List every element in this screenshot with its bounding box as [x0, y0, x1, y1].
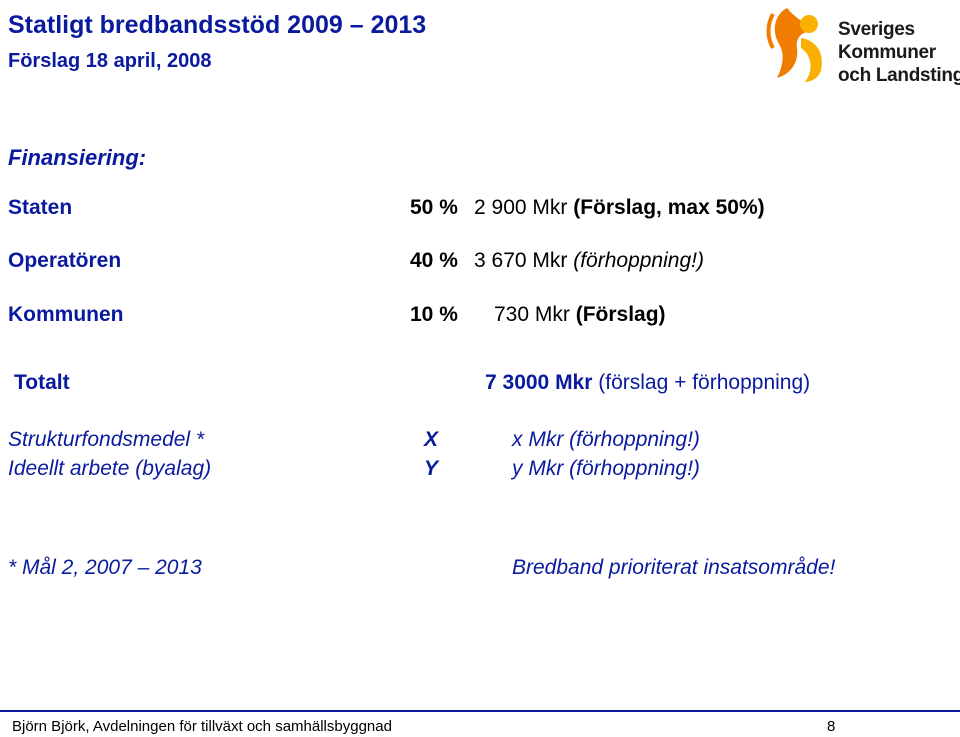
extra-variable-x: X	[424, 428, 439, 451]
sveriges-kommuner-och-landsting-logo	[765, 4, 835, 84]
financing-heading: Finansiering:	[8, 145, 147, 170]
logo-figure-icon	[766, 8, 822, 82]
total-amount: 7 3000 Mkr (förslag + förhoppning)	[485, 371, 810, 395]
row-label-operatoren: Operatören	[8, 249, 122, 272]
amount-note: (förhoppning!)	[573, 249, 704, 272]
amount-value: 2 900 Mkr	[474, 196, 568, 219]
row-label-staten: Staten	[8, 196, 73, 219]
page-number: 8	[827, 718, 836, 735]
row-amount-kommunen: 730 Mkr (Förslag)	[494, 303, 666, 327]
slide-subtitle: Förslag 18 april, 2008	[8, 50, 212, 72]
logo-line: Sveriges	[838, 19, 915, 40]
amount-note: (Förslag)	[575, 303, 666, 326]
extra-text-x: x Mkr (förhoppning!)	[512, 428, 700, 451]
total-label: Totalt	[14, 371, 70, 394]
row-amount-staten: 2 900 Mkr (Förslag, max 50%)	[474, 196, 765, 220]
row-percent-kommunen: 10 %	[410, 303, 458, 326]
logo-line: Kommuner	[838, 42, 936, 63]
amount-value: 3 670 Mkr	[474, 249, 568, 272]
total-value: 7 3000 Mkr	[485, 371, 593, 394]
row-amount-operatoren: 3 670 Mkr (förhoppning!)	[474, 249, 704, 273]
footnote-mal2: * Mål 2, 2007 – 2013	[8, 556, 202, 579]
footer-author: Björn Björk, Avdelningen för tillväxt oc…	[12, 718, 392, 735]
extra-text-y: y Mkr (förhoppning!)	[512, 457, 700, 480]
logo-line: och Landsting	[838, 65, 960, 86]
extra-label-ideellt: Ideellt arbete (byalag)	[8, 457, 212, 480]
row-percent-staten: 50 %	[410, 196, 458, 219]
amount-value: 730 Mkr	[494, 303, 570, 326]
amount-note: (Förslag, max 50%)	[573, 196, 765, 219]
row-label-kommunen: Kommunen	[8, 303, 124, 326]
total-note: (förslag + förhoppning)	[598, 371, 811, 394]
priority-note: Bredband prioriterat insatsområde!	[512, 556, 836, 579]
extra-variable-y: Y	[424, 457, 439, 480]
slide-title: Statligt bredbandsstöd 2009 – 2013	[8, 11, 427, 39]
logo-wordmark: Sveriges Kommuner och Landsting	[838, 18, 960, 87]
extra-label-strukturfonds: Strukturfondsmedel *	[8, 428, 205, 451]
footer-divider	[0, 710, 960, 712]
row-percent-operatoren: 40 %	[410, 249, 458, 272]
